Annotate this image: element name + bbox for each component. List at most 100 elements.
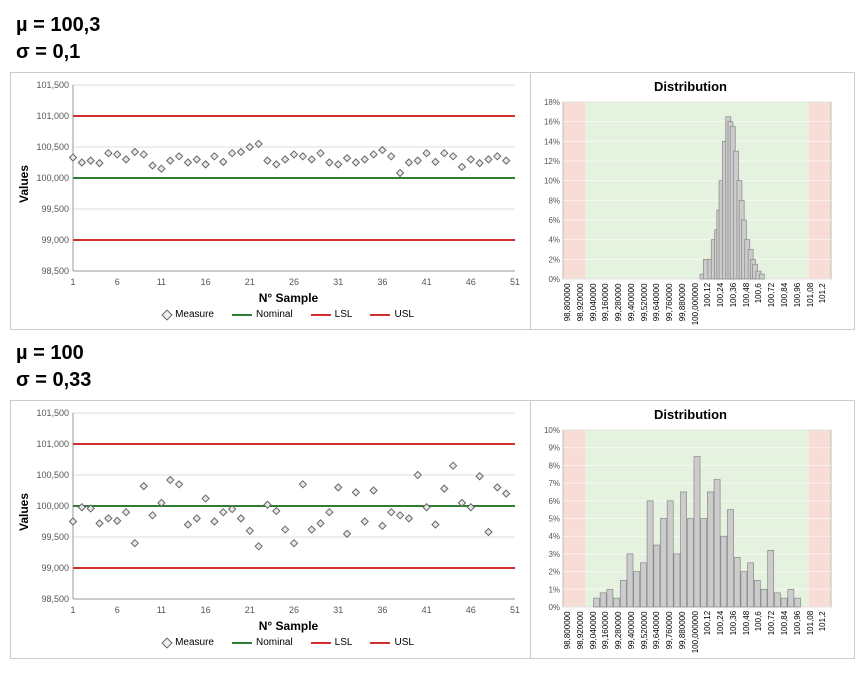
panel1-xlabel: N° Sample	[55, 291, 522, 305]
panel2-xlabel: N° Sample	[55, 619, 522, 633]
hist-xtick: 99,160000	[601, 283, 614, 325]
hist-xtick: 100,6	[754, 611, 767, 653]
svg-text:11: 11	[157, 277, 166, 287]
hist-xtick: 100,24	[716, 611, 729, 653]
panel1-sigma: σ = 0,1	[16, 41, 855, 64]
svg-text:100,500: 100,500	[36, 142, 69, 152]
panel2-row: Values 98,50099,00099,500100,000100,5001…	[10, 400, 855, 658]
legend-usl: USL	[394, 637, 413, 648]
svg-text:51: 51	[510, 277, 520, 287]
svg-text:101,500: 101,500	[36, 408, 69, 418]
hist-xtick: 101,08	[806, 611, 819, 653]
svg-text:7%: 7%	[548, 479, 560, 488]
svg-text:0%: 0%	[548, 275, 560, 283]
svg-text:16%: 16%	[544, 118, 560, 127]
svg-text:14%: 14%	[544, 137, 560, 146]
panel2-scatter-svg: 98,50099,00099,500100,000100,500101,0001…	[31, 407, 521, 617]
hist-xtick: 100,96	[793, 283, 806, 325]
hist-xtick: 99,280000	[614, 283, 627, 325]
hist-xtick: 101,2	[818, 283, 831, 325]
svg-text:21: 21	[245, 605, 255, 615]
hist-xtick: 100,000000	[691, 283, 704, 325]
legend-nominal: Nominal	[256, 309, 293, 320]
legend-nominal: Nominal	[256, 637, 293, 648]
svg-text:100,000: 100,000	[36, 173, 69, 183]
panel1-legend: Measure Nominal LSL USL	[55, 309, 522, 320]
panel2-sigma: σ = 0,33	[16, 369, 855, 392]
hist-xtick: 100,48	[742, 611, 755, 653]
hist-xtick: 100,96	[793, 611, 806, 653]
svg-text:12%: 12%	[544, 157, 560, 166]
hist-xtick: 99,880000	[678, 611, 691, 653]
panel2-hist: Distribution 0%1%2%3%4%5%6%7%8%9%10% 98,…	[531, 401, 854, 657]
svg-text:31: 31	[333, 605, 343, 615]
hist-xtick: 99,520000	[640, 283, 653, 325]
legend-lsl: LSL	[335, 637, 353, 648]
svg-text:10%: 10%	[544, 426, 560, 435]
hist-xtick: 100,72	[767, 611, 780, 653]
panel1-row: Values 98,50099,00099,500100,000100,5001…	[10, 72, 855, 330]
hist-xtick: 100,48	[742, 283, 755, 325]
svg-text:1%: 1%	[548, 586, 560, 595]
panel2-ylabel: Values	[15, 407, 31, 617]
legend-lsl: LSL	[335, 309, 353, 320]
svg-text:101,000: 101,000	[36, 439, 69, 449]
legend-usl: USL	[394, 309, 413, 320]
svg-text:99,500: 99,500	[41, 204, 69, 214]
svg-text:26: 26	[289, 605, 299, 615]
panel1-scatter: Values 98,50099,00099,500100,000100,5001…	[11, 73, 531, 329]
svg-text:41: 41	[422, 605, 432, 615]
svg-text:16: 16	[201, 605, 211, 615]
hist-xtick: 100,12	[703, 283, 716, 325]
svg-text:98,500: 98,500	[41, 594, 69, 604]
hist-xtick: 98,800000	[563, 611, 576, 653]
panel1-hist: Distribution 0%2%4%6%8%10%12%14%16%18% 9…	[531, 73, 854, 329]
svg-text:2%: 2%	[548, 568, 560, 577]
svg-text:2%: 2%	[548, 255, 560, 264]
panel1-hist-svg: 0%2%4%6%8%10%12%14%16%18%	[535, 98, 835, 283]
panel2-scatter: Values 98,50099,00099,500100,000100,5001…	[11, 401, 531, 657]
panel2-legend: Measure Nominal LSL USL	[55, 637, 522, 648]
svg-text:51: 51	[510, 605, 520, 615]
svg-text:26: 26	[289, 277, 299, 287]
hist-xtick: 99,640000	[652, 283, 665, 325]
legend-measure: Measure	[175, 309, 214, 320]
svg-text:100,000: 100,000	[36, 501, 69, 511]
panel1-ylabel: Values	[15, 79, 31, 289]
svg-text:8%: 8%	[548, 462, 560, 471]
hist-xtick: 99,760000	[665, 283, 678, 325]
hist-xtick: 99,880000	[678, 283, 691, 325]
hist-xtick: 99,040000	[589, 283, 602, 325]
svg-text:21: 21	[245, 277, 255, 287]
panel2-hist-title: Distribution	[535, 407, 846, 422]
svg-text:5%: 5%	[548, 515, 560, 524]
hist-xtick: 99,640000	[652, 611, 665, 653]
svg-text:46: 46	[466, 605, 476, 615]
svg-text:18%: 18%	[544, 98, 560, 107]
svg-text:6%: 6%	[548, 497, 560, 506]
svg-text:4%: 4%	[548, 532, 560, 541]
panel2-hist-xticks: 98,80000098,92000099,04000099,16000099,2…	[563, 611, 831, 653]
hist-xtick: 100,84	[780, 611, 793, 653]
svg-text:9%: 9%	[548, 444, 560, 453]
svg-text:1: 1	[70, 605, 75, 615]
svg-text:1: 1	[70, 277, 75, 287]
svg-text:46: 46	[466, 277, 476, 287]
hist-xtick: 101,08	[806, 283, 819, 325]
panel1-mu: µ = 100,3	[16, 14, 855, 37]
hist-xtick: 100,36	[729, 611, 742, 653]
hist-xtick: 99,760000	[665, 611, 678, 653]
hist-xtick: 100,72	[767, 283, 780, 325]
svg-text:99,000: 99,000	[41, 563, 69, 573]
hist-xtick: 98,920000	[576, 283, 589, 325]
hist-xtick: 100,36	[729, 283, 742, 325]
hist-xtick: 100,6	[754, 283, 767, 325]
hist-xtick: 99,040000	[589, 611, 602, 653]
svg-text:10%: 10%	[544, 177, 560, 186]
svg-text:31: 31	[333, 277, 343, 287]
legend-measure: Measure	[175, 637, 214, 648]
hist-xtick: 99,280000	[614, 611, 627, 653]
hist-xtick: 99,400000	[627, 611, 640, 653]
hist-xtick: 100,12	[703, 611, 716, 653]
svg-text:6: 6	[115, 277, 120, 287]
